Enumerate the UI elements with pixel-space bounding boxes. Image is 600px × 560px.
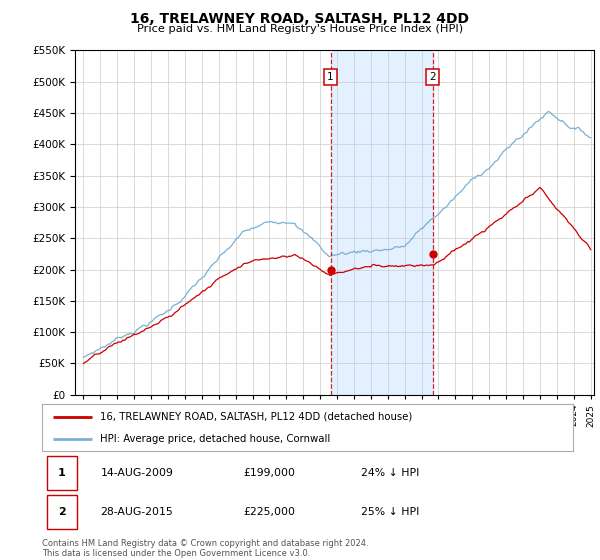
Bar: [331, 50, 433, 395]
Text: 2: 2: [58, 507, 66, 517]
Text: 1: 1: [58, 468, 66, 478]
Text: £199,000: £199,000: [244, 468, 296, 478]
FancyBboxPatch shape: [47, 495, 77, 529]
Text: 1: 1: [327, 72, 334, 82]
Text: Contains HM Land Registry data © Crown copyright and database right 2024.
This d: Contains HM Land Registry data © Crown c…: [42, 539, 368, 558]
FancyBboxPatch shape: [47, 456, 77, 490]
Text: £225,000: £225,000: [244, 507, 296, 517]
Text: 16, TRELAWNEY ROAD, SALTASH, PL12 4DD (detached house): 16, TRELAWNEY ROAD, SALTASH, PL12 4DD (d…: [100, 412, 413, 422]
Text: 24% ↓ HPI: 24% ↓ HPI: [361, 468, 419, 478]
Text: 25% ↓ HPI: 25% ↓ HPI: [361, 507, 419, 517]
Text: Price paid vs. HM Land Registry's House Price Index (HPI): Price paid vs. HM Land Registry's House …: [137, 24, 463, 34]
Text: 28-AUG-2015: 28-AUG-2015: [100, 507, 173, 517]
Text: 14-AUG-2009: 14-AUG-2009: [100, 468, 173, 478]
Text: 2: 2: [429, 72, 436, 82]
Text: 16, TRELAWNEY ROAD, SALTASH, PL12 4DD: 16, TRELAWNEY ROAD, SALTASH, PL12 4DD: [131, 12, 470, 26]
Text: HPI: Average price, detached house, Cornwall: HPI: Average price, detached house, Corn…: [100, 433, 331, 444]
